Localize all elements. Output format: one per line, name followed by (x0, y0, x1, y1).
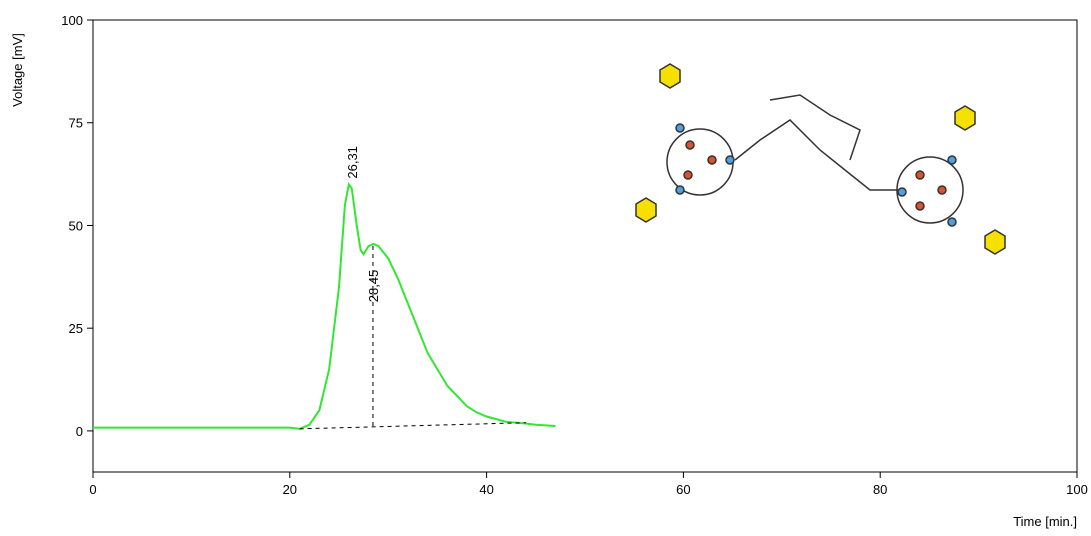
atom (897, 187, 907, 197)
atom (675, 123, 685, 133)
y-tick-label: 100 (61, 13, 83, 28)
trace (93, 181, 556, 430)
atom (725, 155, 735, 165)
naphthyl (954, 105, 976, 131)
x-axis-label: Time [min.] (1013, 514, 1077, 529)
plot-frame (92, 19, 1078, 473)
atom (707, 155, 717, 165)
y-tick-label: 50 (69, 218, 83, 233)
x-tick-label: 20 (283, 482, 297, 497)
baseline (299, 422, 526, 430)
x-tick-label: 60 (676, 482, 690, 497)
atom (685, 140, 695, 150)
atom (915, 201, 925, 211)
x-tick-label: 80 (873, 482, 887, 497)
y-axis-label: Voltage [mV] (10, 33, 25, 107)
y-tick-label: 25 (69, 321, 83, 336)
macrocycle (666, 128, 734, 196)
atom (683, 170, 693, 180)
x-tick-label: 0 (89, 482, 96, 497)
molecule-illustration (635, 63, 1006, 255)
naphthyl (635, 197, 657, 223)
linker (769, 94, 861, 161)
peak-label: 28,45 (366, 270, 381, 303)
atom (947, 155, 957, 165)
naphthyl (984, 229, 1006, 255)
macrocycle (896, 156, 964, 224)
atom (915, 170, 925, 180)
y-tick-label: 0 (76, 424, 83, 439)
peak-label: 26,31 (345, 146, 360, 179)
naphthyl (659, 63, 681, 89)
y-tick-label: 75 (69, 116, 83, 131)
atom (675, 185, 685, 195)
x-tick-label: 100 (1066, 482, 1088, 497)
atom (947, 217, 957, 227)
x-tick-label: 40 (479, 482, 493, 497)
linker (734, 119, 898, 191)
atom (937, 185, 947, 195)
